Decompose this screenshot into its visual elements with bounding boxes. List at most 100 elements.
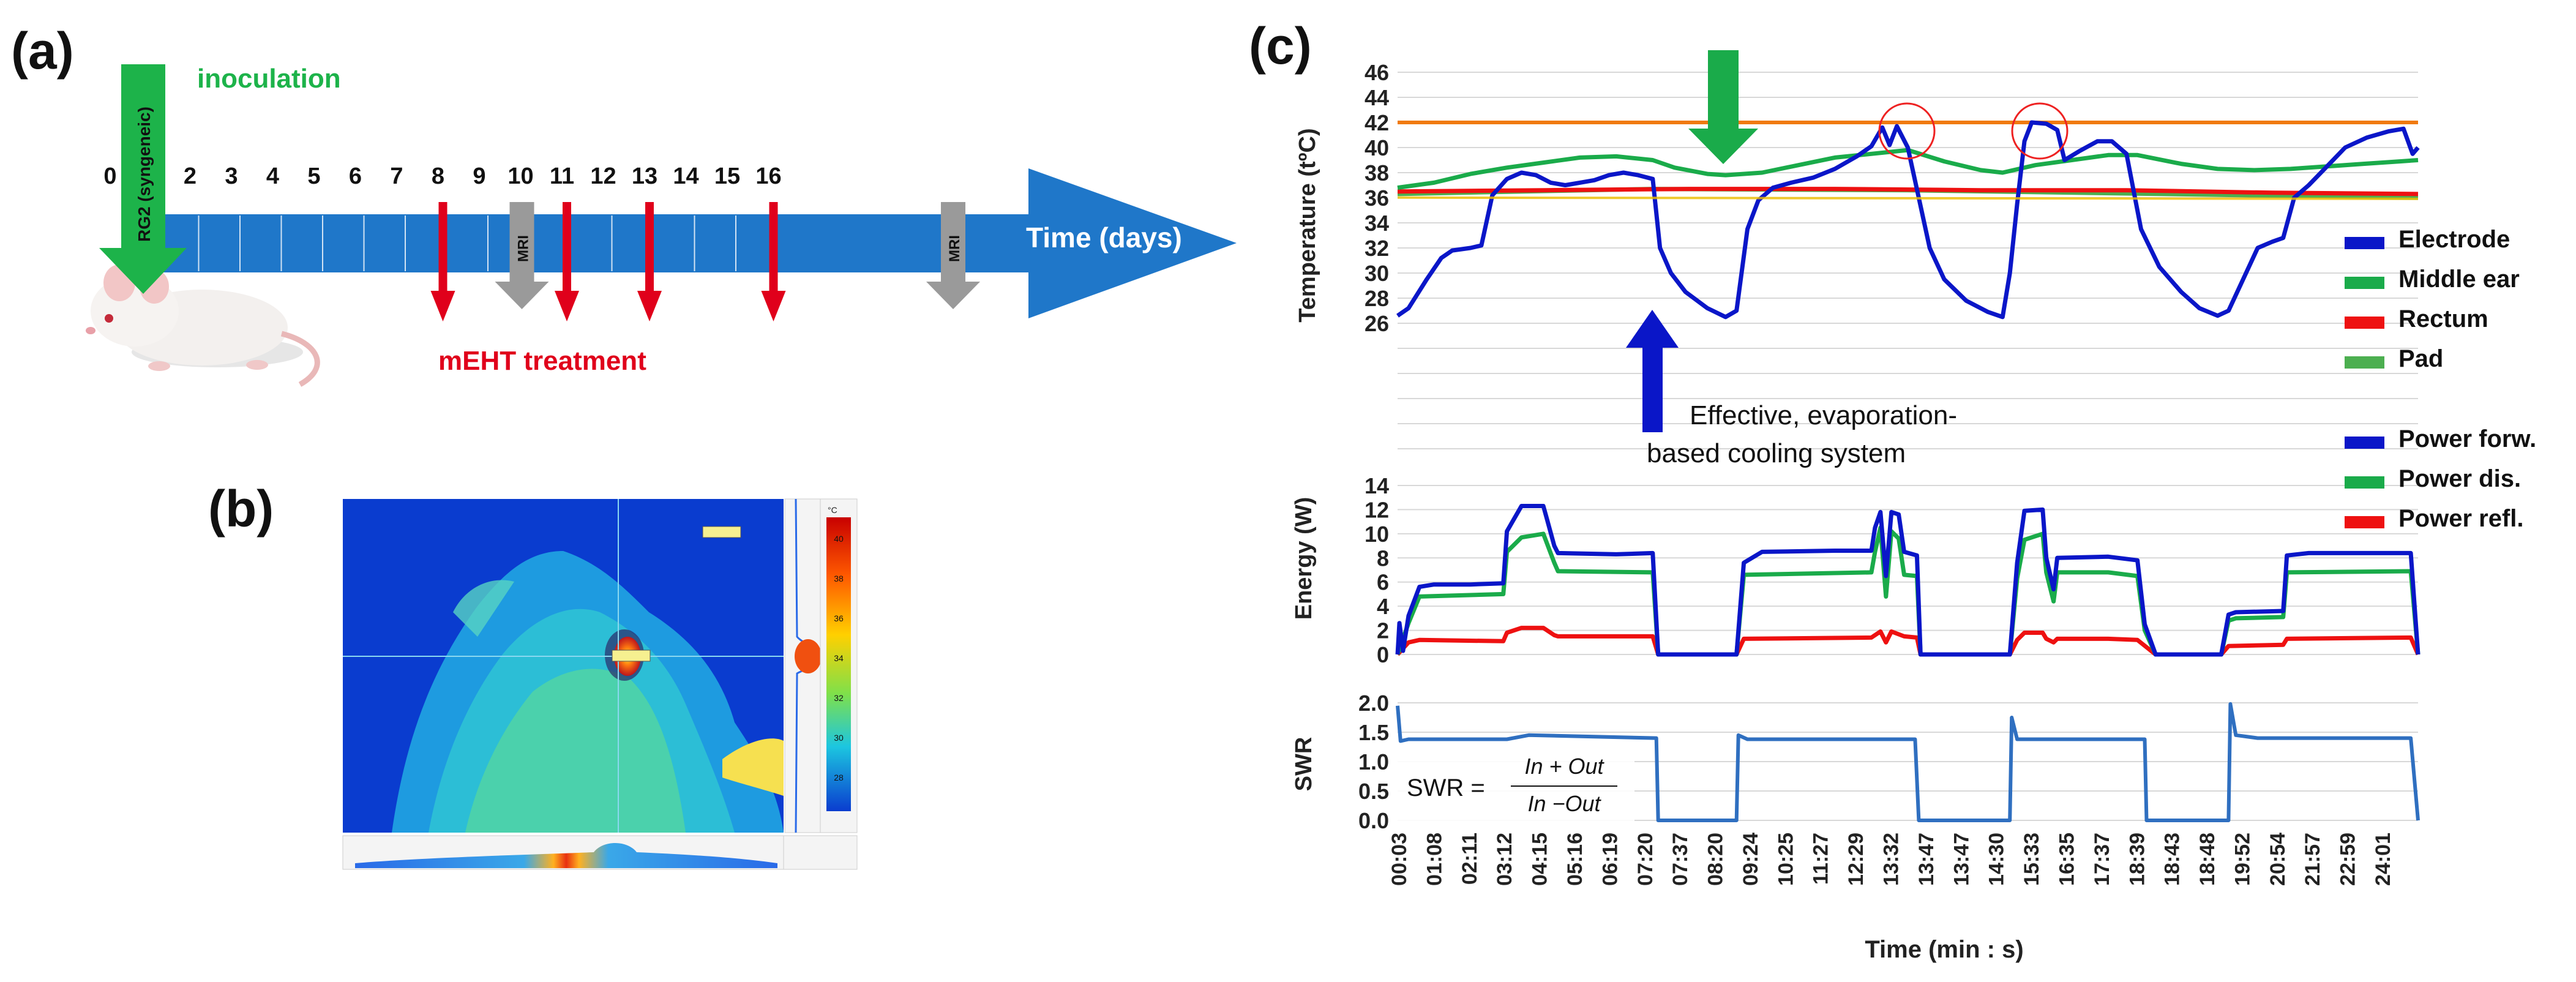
day-label: 7 <box>390 163 403 189</box>
y-tick-label: 40 <box>1365 135 1389 160</box>
series-line <box>1396 702 2420 822</box>
legend-power-refl: Power refl. <box>2398 505 2524 532</box>
swr-ylabel: SWR <box>1291 737 1317 792</box>
thermal-side-profile <box>784 498 822 833</box>
x-tick-label: 03:12 <box>1493 833 1516 886</box>
y-tick-label: 0.0 <box>1358 808 1389 833</box>
timeline-axis-label: Time (days) <box>1026 222 1182 253</box>
x-tick-label: 07:20 <box>1634 833 1657 886</box>
cooling-annotation-line1: Effective, evaporation- <box>1690 400 1957 430</box>
legend-pad: Pad <box>2398 345 2443 372</box>
x-tick-label: 22:59 <box>2337 833 2360 886</box>
day-label: 4 <box>266 163 279 189</box>
day-label: 8 <box>432 163 444 189</box>
y-tick-label: 14 <box>1365 473 1389 498</box>
thermal-image <box>343 499 784 833</box>
x-tick-label: 02:11 <box>1458 833 1481 885</box>
x-tick-label: 05:16 <box>1563 833 1587 886</box>
y-tick-label: 6 <box>1377 570 1389 595</box>
temperature-ylabel: Temperature (tºC) <box>1295 128 1320 322</box>
treatment-label: mEHT treatment <box>438 346 646 376</box>
y-tick-label: 34 <box>1365 211 1389 236</box>
scale-tick: 34 <box>834 653 844 663</box>
day-label: 5 <box>307 163 320 189</box>
panel-a: (a) Time (days) 0 2 3 4 5 6 7 8 9 10 11 12 13 14 15 16 … <box>11 22 1237 387</box>
x-tick-label: 15:33 <box>2020 833 2043 886</box>
y-tick-label: 26 <box>1365 311 1389 336</box>
series-line <box>1397 187 2419 197</box>
legend-swatch-power-refl <box>2345 516 2384 528</box>
day-label: 2 <box>184 163 197 189</box>
y-tick-label: 10 <box>1365 522 1389 547</box>
energy-ylabel: Energy (W) <box>1291 497 1317 620</box>
legend-electrode: Electrode <box>2398 226 2510 253</box>
legend-swatch-power-forw <box>2345 437 2384 449</box>
thermal-color-scale: °C 40 38 36 34 32 30 28 <box>820 498 858 833</box>
legend-swatch-pad <box>2345 356 2384 369</box>
treatment-arrow <box>430 202 455 321</box>
legend-power-dis: Power dis. <box>2398 465 2521 492</box>
x-tick-label: 13:47 <box>1950 833 1973 886</box>
day-label: 10 <box>507 163 533 189</box>
mri-label: MRI <box>515 235 532 262</box>
day-label: 6 <box>349 163 362 189</box>
panel-c-label: (c) <box>1249 17 1312 75</box>
panel-b-label: (b) <box>208 480 274 538</box>
highlight-circle-1 <box>1878 102 1936 160</box>
x-tick-label: 18:43 <box>2161 833 2184 886</box>
legend-middle-ear: Middle ear <box>2398 266 2520 293</box>
inoculation-label: inoculation <box>197 64 341 94</box>
x-tick-label: 21:57 <box>2301 833 2324 886</box>
legend-power-forw: Power forw. <box>2398 425 2536 452</box>
x-tick-label: 13:32 <box>1880 833 1903 886</box>
y-tick-label: 8 <box>1377 545 1389 571</box>
legend-swatch-electrode <box>2345 237 2384 249</box>
legend-swatch-power-dis <box>2345 476 2384 489</box>
scale-tick: 40 <box>834 534 844 544</box>
mri-arrows: MRI MRI <box>495 202 980 309</box>
rg2-label: RG2 (syngeneic) <box>135 107 154 242</box>
x-tick-label: 14:30 <box>1985 833 2009 886</box>
scale-tick: 30 <box>834 733 844 743</box>
x-tick-labels: 00:03 01:08 02:11 03:12 04:15 05:16 06:19 07:20… <box>1388 833 2395 886</box>
cooling-annotation-line2: based cooling system <box>1647 438 1906 468</box>
series-line <box>1395 504 2421 657</box>
thermal-bottom-profile <box>342 835 858 870</box>
mri-label: MRI <box>946 235 963 262</box>
y-tick-label: 12 <box>1365 497 1389 522</box>
y-tick-label: 36 <box>1365 186 1389 211</box>
day-label: 12 <box>590 163 616 189</box>
y-tick-label: 4 <box>1377 594 1389 619</box>
temperature-legend: Electrode Middle ear Rectum Pad <box>2345 226 2520 372</box>
x-tick-label: 08:20 <box>1704 833 1728 886</box>
legend-swatch-rectum <box>2345 317 2384 329</box>
day-label: 13 <box>632 163 657 189</box>
legend-rectum: Rectum <box>2398 305 2488 332</box>
day-label: 15 <box>714 163 740 189</box>
treatment-arrows <box>430 202 786 321</box>
x-tick-label: 09:24 <box>1739 833 1762 886</box>
x-tick-label: 18:48 <box>2196 833 2219 886</box>
y-tick-label: 32 <box>1365 236 1389 261</box>
scale-ticks: 40 38 36 34 32 30 28 <box>834 534 844 782</box>
scale-tick: 36 <box>834 613 844 623</box>
y-tick-label: 1.0 <box>1358 749 1389 774</box>
x-tick-label: 11:27 <box>1810 833 1833 885</box>
mri-arrow <box>926 202 980 309</box>
x-axis-label: Time (min : s) <box>1865 936 2023 963</box>
day-label: 9 <box>473 163 485 189</box>
y-tick-label: 30 <box>1365 261 1389 286</box>
blue-arrow <box>1626 310 1679 432</box>
y-tick-label: 2 <box>1377 618 1389 643</box>
x-tick-label: 24:01 <box>2372 833 2395 886</box>
inoculation-arrow <box>99 64 187 294</box>
swr-formula-denominator: In −Out <box>1527 791 1601 816</box>
swr-formula-lhs: SWR = <box>1407 774 1485 801</box>
panel-a-label: (a) <box>11 22 74 80</box>
treatment-arrow <box>761 202 786 321</box>
x-tick-label: 20:54 <box>2266 833 2290 886</box>
treatment-arrow <box>555 202 579 321</box>
